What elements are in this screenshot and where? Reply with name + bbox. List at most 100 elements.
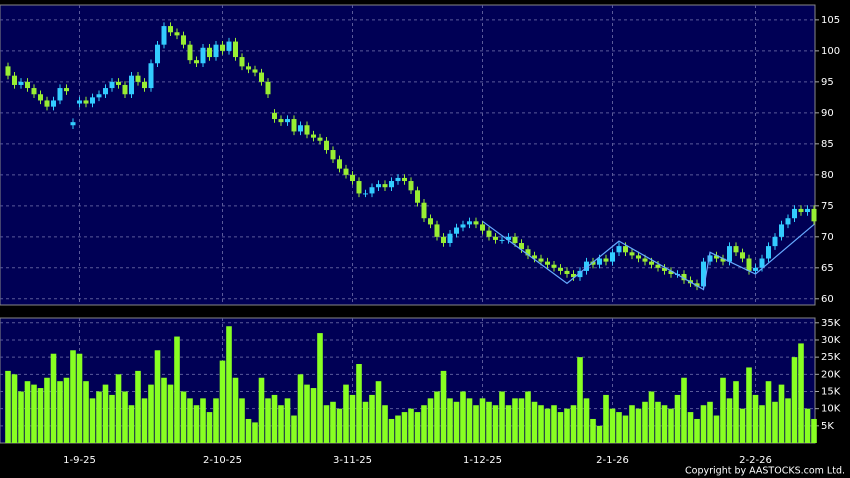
volume-bar (115, 374, 122, 443)
volume-bar (798, 343, 804, 443)
y-tick-label: 90 (821, 108, 834, 119)
candle-body (623, 246, 628, 253)
volume-bar (271, 394, 278, 443)
candle-body (103, 88, 108, 95)
volume-bar (63, 377, 70, 443)
volume-bar (655, 401, 661, 443)
candle-body (272, 112, 277, 120)
volume-bar (284, 398, 291, 443)
volume-bar (564, 408, 570, 443)
y-tick-label: 10K (821, 404, 841, 415)
candle-body (766, 246, 771, 259)
volume-bar (590, 418, 596, 443)
volume-bar (609, 408, 616, 443)
volume-bar (778, 384, 785, 443)
volume-bar (258, 377, 265, 443)
candle-body (629, 252, 635, 256)
candle-body (434, 224, 440, 237)
volume-bar (343, 384, 349, 443)
candle-body (584, 261, 589, 271)
candle-body (753, 267, 758, 271)
candle-body (181, 35, 186, 45)
volume-bar (603, 394, 609, 443)
candle-body (590, 261, 596, 265)
candle-body (207, 47, 212, 58)
volume-bar (141, 398, 148, 443)
candle-body (298, 125, 303, 132)
volume-bar (473, 405, 479, 443)
volume-bar (252, 422, 258, 443)
candle-body (792, 208, 797, 219)
candle-body (779, 224, 784, 237)
candle-body (798, 208, 804, 213)
volume-bar (518, 398, 525, 443)
volume-bar (674, 394, 681, 443)
y-tick-label: 75 (821, 201, 834, 212)
candle-body (25, 81, 30, 89)
candle-body (402, 177, 407, 182)
candle-body (636, 255, 641, 259)
candle-body (64, 88, 69, 92)
candle-body (12, 75, 17, 85)
candle-body (662, 267, 667, 271)
candle-body (116, 81, 121, 85)
candle-body (616, 246, 622, 253)
candle-body (330, 150, 336, 160)
volume-bar (648, 391, 655, 443)
volume-bar (453, 401, 460, 443)
x-tick-label: 1-9-25 (63, 455, 96, 466)
volume-bar (31, 384, 37, 443)
volume-bar (5, 370, 11, 443)
volume-bar (18, 391, 24, 443)
candle-body (200, 47, 206, 64)
candle-body (681, 274, 687, 281)
volume-bar (401, 412, 408, 443)
candle-body (519, 243, 524, 250)
volume-bar (720, 377, 726, 443)
x-tick-label: 2-10-25 (203, 455, 242, 466)
volume-bar (583, 398, 590, 443)
candle-body (805, 208, 810, 213)
candle-body (668, 270, 674, 275)
candle-body (707, 255, 713, 262)
y-tick-label: 65 (821, 263, 834, 274)
y-tick-label: 70 (821, 232, 834, 243)
volume-bar (421, 405, 427, 443)
volume-bar (382, 405, 388, 443)
volume-bar (681, 377, 687, 443)
candle-body (213, 44, 219, 58)
candle-body (610, 252, 615, 262)
volume-bar (785, 398, 791, 443)
x-tick-label: 1-12-25 (463, 455, 502, 466)
candle-body (317, 137, 323, 141)
volume-bar (317, 333, 323, 443)
candle-body (161, 26, 167, 45)
candle-body (142, 81, 147, 89)
candle-body (122, 84, 128, 95)
candle-body (265, 81, 271, 95)
candle-body (441, 236, 446, 244)
candle-body (811, 208, 817, 222)
candle-body (772, 236, 778, 247)
candle-body (233, 41, 238, 58)
y-tick-label: 100 (821, 46, 840, 57)
volume-bar (167, 384, 174, 443)
candle-body (252, 69, 258, 73)
candle-body (246, 66, 251, 70)
volume-bar (109, 394, 115, 443)
candle-body (376, 184, 381, 188)
volume-bar (635, 408, 642, 443)
volume-bar (492, 405, 499, 443)
y-tick-label: 60 (821, 294, 834, 305)
volume-bar (180, 391, 187, 443)
volume-bar (336, 408, 343, 443)
volume-bar (765, 381, 772, 443)
volume-bar (44, 377, 50, 443)
volume-bar (460, 391, 466, 443)
candle-body (389, 181, 394, 188)
candle-body (395, 177, 401, 182)
volume-bar (746, 367, 752, 443)
y-tick-label: 30K (821, 335, 841, 346)
candle-body (382, 184, 388, 188)
candle-body (603, 258, 609, 262)
